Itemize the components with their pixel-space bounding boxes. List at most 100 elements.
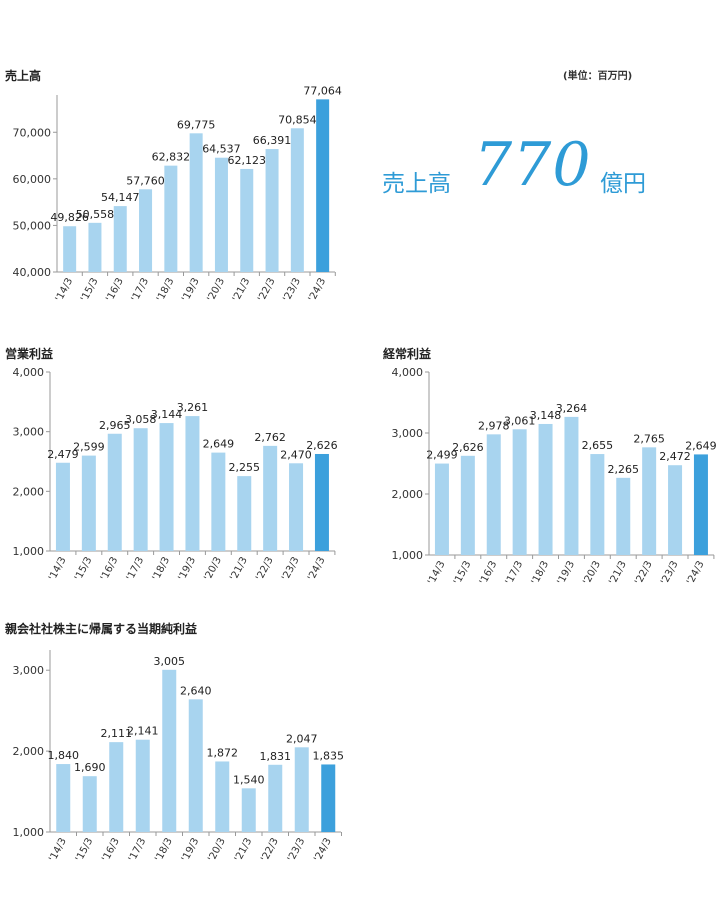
x-tick-label: '23/3 [659, 559, 681, 586]
x-tick-label: '23/3 [280, 555, 302, 582]
data-label: 2,255 [229, 461, 261, 474]
sales-bar [290, 128, 304, 272]
x-tick-label: '23/3 [281, 276, 303, 303]
data-label: 2,649 [685, 439, 717, 452]
y-tick-label: 1,000 [392, 549, 424, 562]
sales-bar [164, 165, 178, 272]
operating-income-bar [107, 433, 122, 551]
highlight-unit: 億円 [600, 171, 646, 197]
x-tick-label: '17/3 [504, 559, 526, 586]
x-tick-label: '16/3 [478, 559, 500, 586]
x-tick-label: '16/3 [104, 276, 126, 303]
x-tick-label: '14/3 [54, 276, 76, 303]
operating-income-bar [289, 463, 304, 551]
sales-bar [189, 133, 203, 272]
net-income-bar [82, 776, 97, 832]
y-tick-label: 3,000 [13, 664, 45, 677]
data-label: 66,391 [253, 134, 292, 147]
x-tick-label: '18/3 [530, 559, 552, 586]
ordinary-income-bar [668, 465, 683, 555]
ordinary-income-bar [616, 477, 631, 555]
sales-bar [139, 189, 153, 272]
data-label: 2,655 [582, 439, 614, 452]
data-label: 77,064 [303, 84, 342, 97]
data-label: 2,762 [254, 431, 286, 444]
data-label: 2,965 [99, 419, 131, 432]
sales-bar [265, 149, 279, 272]
net-income-bar [56, 764, 71, 832]
x-tick-label: '15/3 [74, 836, 96, 863]
data-label: 3,261 [177, 401, 209, 414]
data-label: 62,832 [152, 151, 191, 164]
operating-income-bar [263, 445, 278, 551]
x-tick-label: '21/3 [228, 555, 250, 582]
data-label: 2,640 [180, 684, 212, 697]
ordinary-income-chart: 1,000 2,000 3,000 4,000 2,499 '14/3 2,626 '15/3… [392, 366, 717, 587]
data-label: 69,775 [177, 118, 216, 131]
x-tick-label: '18/3 [155, 276, 177, 303]
ordinary-income-bar [538, 423, 553, 555]
data-label: 1,690 [74, 761, 106, 774]
operating-income-bar [55, 462, 70, 551]
x-tick-label: '20/3 [202, 555, 224, 582]
sales-bar [214, 157, 228, 272]
x-tick-label: '21/3 [231, 276, 253, 303]
x-tick-label: '19/3 [177, 555, 199, 582]
x-tick-label: '20/3 [206, 836, 228, 863]
y-tick-label: 1,000 [13, 826, 45, 839]
ordinary-income-bar [590, 454, 605, 555]
y-tick-label: 2,000 [13, 485, 45, 498]
ordinary-income-bar [564, 416, 579, 555]
x-tick-label: '17/3 [125, 555, 147, 582]
x-tick-label: '20/3 [206, 276, 228, 303]
ordinary-income-bar [642, 447, 657, 555]
data-label: 2,479 [47, 448, 79, 461]
net-income-bar [162, 669, 177, 832]
y-tick-label: 4,000 [392, 366, 424, 379]
data-label: 2,765 [633, 432, 665, 445]
data-label: 1,840 [48, 749, 80, 762]
data-label: 2,599 [73, 441, 105, 454]
net-income-bar [135, 739, 150, 832]
data-label: 1,835 [313, 749, 345, 762]
operating-income-bar [237, 476, 252, 551]
x-tick-label: '14/3 [47, 555, 69, 582]
sales-highlight: 売上高 770 億円 [382, 130, 682, 210]
x-tick-label: '24/3 [307, 276, 329, 303]
data-label: 3,005 [154, 655, 186, 668]
chart-title-net-income: 親会社社株主に帰属する当期純利益 [5, 622, 198, 636]
x-tick-label: '24/3 [312, 836, 334, 863]
operating-income-chart: 1,000 2,000 3,000 4,000 2,479 '14/3 2,599 '15/3… [13, 366, 338, 583]
data-label: 1,540 [233, 773, 265, 786]
data-label: 2,499 [426, 449, 458, 462]
unit-note: (単位：百万円) [563, 71, 633, 82]
x-tick-label: '19/3 [556, 559, 578, 586]
data-label: 2,047 [286, 732, 318, 745]
x-tick-label: '15/3 [452, 559, 474, 586]
net-income-bar [188, 699, 203, 832]
net-income-bar [268, 764, 283, 832]
x-tick-label: '17/3 [127, 836, 149, 863]
y-tick-label: 4,000 [13, 366, 45, 379]
ordinary-income-bar [460, 455, 475, 555]
y-tick-label: 40,000 [13, 266, 52, 279]
operating-income-bar [211, 452, 226, 551]
x-tick-label: '22/3 [254, 555, 276, 582]
ordinary-income-bar [512, 429, 527, 555]
y-tick-label: 60,000 [13, 173, 52, 186]
data-label: 2,626 [306, 439, 338, 452]
y-tick-label: 50,000 [13, 219, 52, 232]
x-tick-label: '16/3 [99, 555, 121, 582]
operating-income-bar [314, 453, 329, 551]
x-tick-label: '22/3 [259, 836, 281, 863]
sales-bar [316, 99, 330, 272]
x-tick-label: '20/3 [581, 559, 603, 586]
x-tick-label: '24/3 [685, 559, 707, 586]
chart-title-operating-income: 営業利益 [5, 347, 54, 361]
highlight-label: 売上高 [382, 171, 451, 197]
x-tick-label: '15/3 [73, 555, 95, 582]
net-income-chart: 1,000 2,000 3,000 1,840 '14/3 1,690 '15/3 2,111… [13, 650, 345, 864]
y-tick-label: 3,000 [392, 427, 424, 440]
data-label: 2,265 [608, 463, 640, 476]
x-tick-label: '14/3 [47, 836, 69, 863]
